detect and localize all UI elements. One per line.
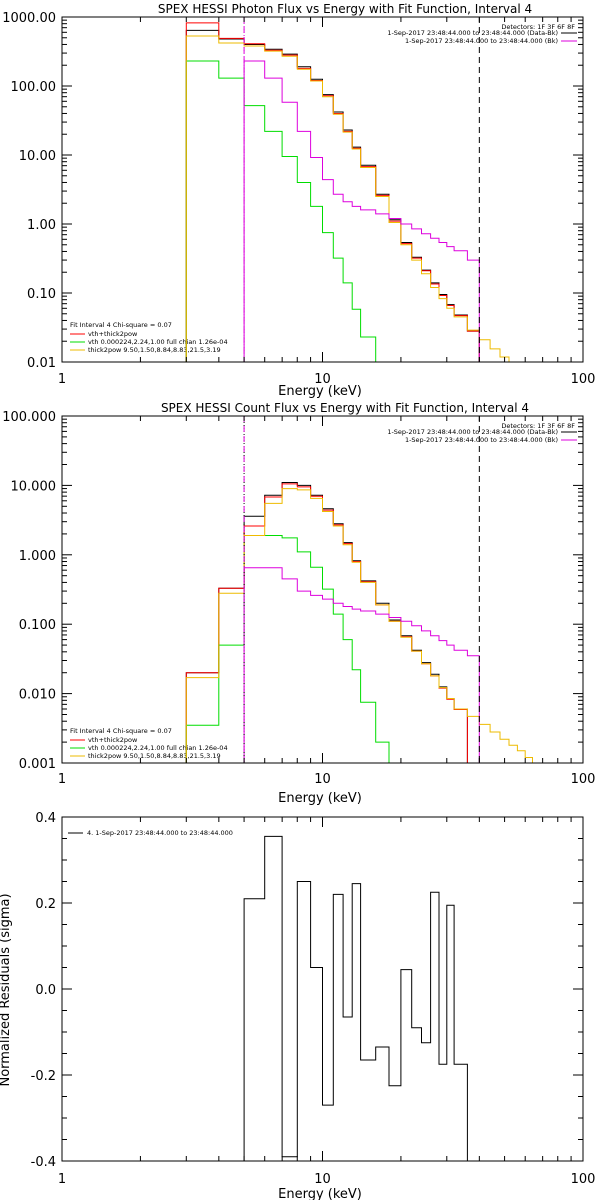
x-axis-label: Energy (keV)	[278, 791, 362, 806]
series-line	[185, 483, 468, 763]
series-line	[243, 835, 468, 1161]
header-detectors: Detectors: 1F 3F 6F 8F	[501, 422, 575, 430]
y-tick-label: 10.000	[11, 479, 57, 494]
y-tick-label: 0.001	[19, 757, 56, 772]
plot-frame	[61, 16, 584, 363]
series-line	[243, 567, 480, 763]
x-axis-label: Energy (keV)	[278, 384, 362, 399]
legend-label: thick2pow 9.50,1.50,8.84,8.83,21.5,3.19	[88, 752, 221, 760]
header-data-interval: 1-Sep-2017 23:48:44.000 to 23:48:44.000 …	[387, 29, 558, 37]
y-tick-label: -0.2	[31, 1069, 56, 1084]
x-tick-label: 100	[571, 1172, 596, 1187]
x-tick-label: 1	[58, 1172, 66, 1187]
count-flux-panel: SPEX HESSI Count Flux vs Energy with Fit…	[2, 401, 595, 806]
y-tick-label: 100.000	[2, 410, 56, 425]
y-tick-label: 0.10	[27, 287, 56, 302]
panel-title: SPEX HESSI Count Flux vs Energy with Fit…	[161, 401, 529, 415]
legend-label: vth 0.000224,2.24,1.00 full chian 1.26e-…	[88, 744, 228, 752]
residuals-panel: Energy (keV) Normalized Residuals (sigma…	[0, 811, 595, 1200]
x-tick-label: 100	[571, 372, 596, 387]
x-tick-label: 10	[314, 1172, 331, 1187]
x-tick-label: 10	[314, 772, 331, 787]
header-bk-interval: 1-Sep-2017 23:48:44.000 to 23:48:44.000 …	[405, 37, 558, 45]
x-axis-label: Energy (keV)	[278, 1187, 362, 1200]
y-tick-label: 1.00	[27, 218, 56, 233]
y-tick-label: 10.00	[19, 149, 56, 164]
y-axis-label: Normalized Residuals (sigma)	[0, 893, 13, 1086]
y-tick-label: -0.4	[31, 1155, 56, 1170]
legend-label: vth 0.000224,2.24,1.00 full chian 1.26e-…	[88, 338, 228, 346]
series-line	[185, 60, 389, 363]
x-tick-label: 100	[571, 772, 596, 787]
y-tick-label: 1000.00	[2, 11, 56, 26]
legend-title: Fit Interval 4 Chi-square = 0.07	[70, 321, 172, 329]
header-bk-interval: 1-Sep-2017 23:48:44.000 to 23:48:44.000 …	[405, 436, 558, 444]
y-tick-label: 0.100	[19, 618, 56, 633]
legend-label: vth+thick2pow	[88, 330, 138, 338]
series-line	[185, 482, 468, 763]
y-tick-label: 0.0	[35, 983, 56, 998]
series-line	[243, 60, 480, 362]
legend-label: thick2pow 9.50,1.50,8.84,8.83,21.5,3.19	[88, 346, 221, 354]
y-tick-label: 100.00	[11, 80, 57, 95]
y-tick-label: 0.4	[35, 811, 56, 826]
legend-label: vth+thick2pow	[88, 736, 138, 744]
x-tick-label: 10	[314, 372, 331, 387]
series-line	[185, 29, 480, 362]
y-tick-label: 0.010	[19, 688, 56, 703]
y-tick-label: 1.000	[19, 549, 56, 564]
photon-flux-panel: SPEX HESSI Photon Flux vs Energy with Fi…	[2, 2, 595, 399]
x-tick-label: 1	[58, 772, 66, 787]
legend-label: 4. 1-Sep-2017 23:48:44.000 to 23:48:44.0…	[87, 829, 233, 837]
legend-title: Fit Interval 4 Chi-square = 0.07	[70, 727, 172, 735]
series-line	[185, 35, 533, 363]
y-tick-label: 0.01	[27, 356, 56, 371]
panel-title: SPEX HESSI Photon Flux vs Energy with Fi…	[158, 2, 532, 16]
header-detectors: Detectors: 1F 3F 6F 8F	[501, 23, 575, 31]
y-tick-label: 0.2	[35, 897, 56, 912]
x-tick-label: 1	[58, 372, 66, 387]
series-line	[185, 488, 546, 764]
header-data-interval: 1-Sep-2017 23:48:44.000 to 23:48:44.000 …	[387, 428, 558, 436]
